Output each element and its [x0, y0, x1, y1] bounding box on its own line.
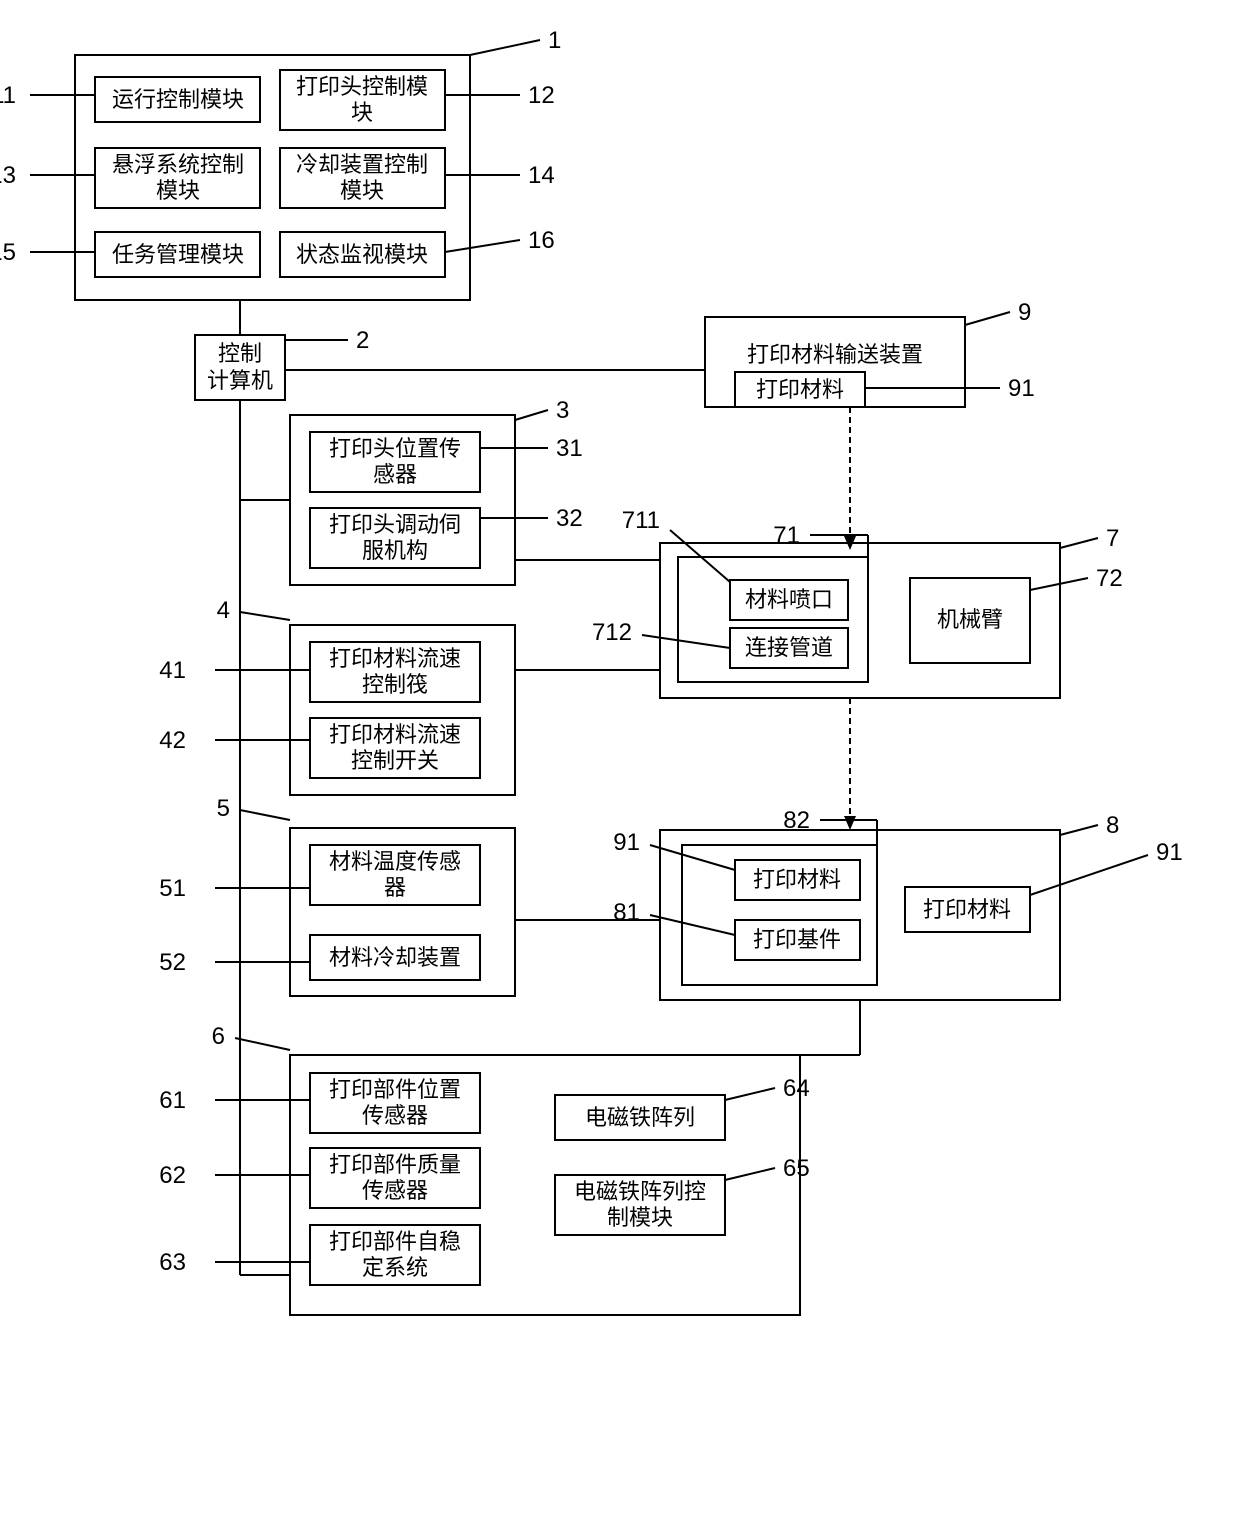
text-62-1: 打印部件质量 [329, 1152, 461, 1177]
leader-64 [725, 1088, 775, 1100]
text-12-1: 打印头控制模 [296, 74, 428, 99]
label-6: 6 [212, 1023, 225, 1050]
text-61-1: 打印部件位置 [329, 1077, 461, 1102]
label-8: 8 [1106, 812, 1119, 839]
label-41: 41 [159, 657, 186, 684]
text-72: 机械臂 [937, 607, 1003, 632]
label-91c: 91 [1156, 839, 1183, 866]
leader-8 [1060, 825, 1098, 835]
text-2-1: 控制 [218, 341, 262, 366]
text-82-91: 打印材料 [753, 867, 841, 892]
leader-3 [515, 410, 548, 420]
leader-7 [1060, 538, 1098, 548]
text-81: 打印基件 [753, 927, 841, 952]
label-14: 14 [528, 162, 555, 189]
label-91b: 91 [613, 829, 640, 856]
label-9: 9 [1018, 299, 1031, 326]
label-31: 31 [556, 435, 583, 462]
text-15: 任务管理模块 [112, 242, 244, 267]
text-65-1: 电磁铁阵列控 [574, 1179, 706, 1204]
label-711: 711 [622, 507, 660, 534]
leader-712 [642, 635, 730, 648]
text-14-2: 模块 [340, 178, 384, 203]
label-712: 712 [592, 619, 632, 646]
leader-16 [445, 240, 520, 252]
text-32-1: 打印头调动伺 [329, 512, 461, 537]
label-15: 15 [0, 239, 16, 266]
text-62-2: 传感器 [362, 1178, 428, 1203]
label-13: 13 [0, 162, 16, 189]
text-2-2: 计算机 [207, 368, 273, 393]
label-32: 32 [556, 505, 583, 532]
label-82: 82 [783, 807, 810, 834]
label-12: 12 [528, 82, 555, 109]
label-63: 63 [159, 1249, 186, 1276]
text-12-2: 块 [351, 100, 373, 125]
text-42-1: 打印材料流速 [329, 722, 461, 747]
label-61: 61 [159, 1087, 186, 1114]
label-3: 3 [556, 397, 569, 424]
text-63-2: 定系统 [362, 1255, 428, 1280]
text-64: 电磁铁阵列 [585, 1105, 695, 1130]
text-31-2: 感器 [373, 462, 417, 487]
label-64: 64 [783, 1075, 810, 1102]
label-1: 1 [548, 27, 561, 54]
label-4: 4 [217, 597, 230, 624]
leader-81 [650, 915, 735, 935]
leader-4 [240, 612, 290, 620]
leader-65 [725, 1168, 775, 1180]
diagram-canvas: 1 运行控制模块 11 打印头控制模 块 12 悬浮系统控制 模块 13 冷却装… [0, 0, 1240, 1514]
text-63-1: 打印部件自稳 [329, 1229, 461, 1254]
text-14-1: 冷却装置控制 [296, 152, 428, 177]
text-41-2: 控制筏 [362, 672, 428, 697]
label-72: 72 [1096, 565, 1123, 592]
text-41-1: 打印材料流速 [329, 646, 461, 671]
label-62: 62 [159, 1162, 186, 1189]
leader-5 [240, 810, 290, 820]
text-9: 打印材料输送装置 [747, 342, 923, 367]
label-7: 7 [1106, 525, 1119, 552]
text-11: 运行控制模块 [112, 87, 244, 112]
text-42-2: 控制开关 [351, 748, 439, 773]
label-65: 65 [783, 1155, 810, 1182]
text-8-91: 打印材料 [923, 897, 1011, 922]
label-71: 71 [773, 522, 800, 549]
label-52: 52 [159, 949, 186, 976]
text-51-2: 器 [384, 875, 406, 900]
text-32-2: 服机构 [362, 538, 428, 563]
leader-6 [235, 1038, 290, 1050]
label-16: 16 [528, 227, 555, 254]
label-11: 11 [0, 82, 16, 109]
text-61-2: 传感器 [362, 1103, 428, 1128]
arrow-7-8 [844, 816, 856, 830]
text-91a: 打印材料 [756, 377, 844, 402]
box-82 [682, 845, 877, 985]
label-5: 5 [217, 795, 230, 822]
text-52: 材料冷却装置 [329, 945, 461, 970]
text-65-2: 制模块 [607, 1205, 673, 1230]
text-13-1: 悬浮系统控制 [112, 152, 244, 177]
text-51-1: 材料温度传感 [329, 849, 461, 874]
text-711: 材料喷口 [745, 587, 833, 612]
leader-82-91 [650, 845, 735, 870]
label-2: 2 [356, 327, 369, 354]
text-712: 连接管道 [745, 635, 833, 660]
label-81: 81 [613, 899, 640, 926]
label-91a: 91 [1008, 375, 1035, 402]
leader-9 [965, 312, 1010, 325]
text-13-2: 模块 [156, 178, 200, 203]
label-42: 42 [159, 727, 186, 754]
text-31-1: 打印头位置传 [329, 436, 461, 461]
text-16: 状态监视模块 [296, 242, 428, 267]
leader-8-91 [1030, 855, 1148, 895]
label-51: 51 [159, 875, 186, 902]
leader-1 [470, 40, 540, 55]
